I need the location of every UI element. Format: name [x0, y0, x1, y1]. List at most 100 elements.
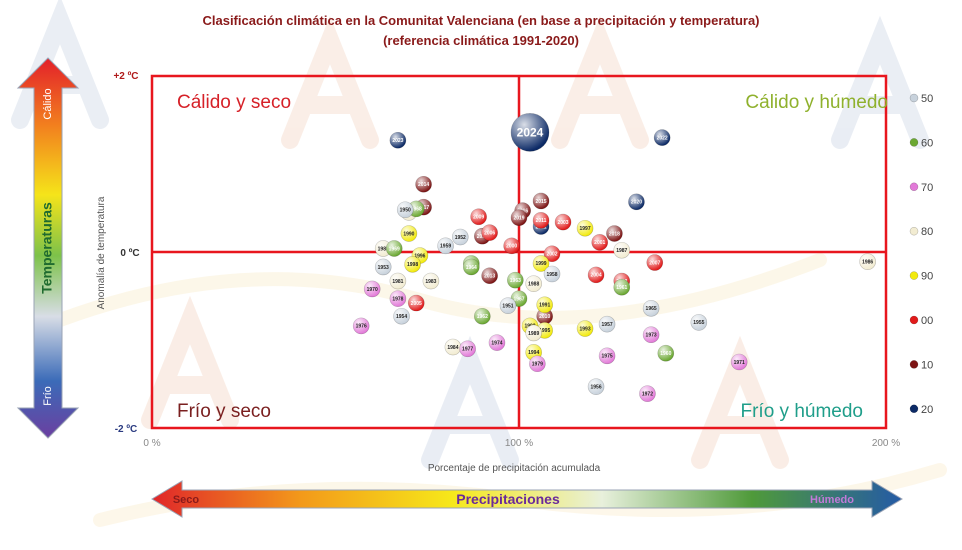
point-gloss-2013 — [481, 267, 498, 284]
point-gloss-1999 — [533, 255, 550, 272]
temperature-bar: Temperaturas Cálido Frío — [16, 57, 80, 439]
point-1999: 1999 — [532, 255, 550, 272]
point-label-1985: 1985 — [378, 246, 389, 252]
point-gloss-2015 — [533, 192, 550, 209]
legend-swatch-10 — [909, 360, 919, 369]
legend-item-20: 20 — [909, 404, 933, 416]
point-gloss-1962 — [474, 308, 491, 325]
quadrant-top-right: Cálido y húmedo — [745, 92, 888, 113]
point-1978: 1978 — [389, 290, 407, 307]
point-label-1988: 1988 — [528, 281, 539, 287]
point-gloss-1960 — [657, 345, 674, 362]
point-label-2022: 2022 — [657, 135, 668, 141]
point-label-1961: 1961 — [616, 285, 627, 291]
point-label-1977: 1977 — [462, 347, 473, 353]
precipitation-bar-dry: Seco — [173, 494, 200, 506]
point-gloss-1973 — [643, 326, 660, 343]
quadrant-bottom-right: Frío y húmedo — [741, 401, 864, 422]
point-label-1957: 1957 — [602, 322, 613, 328]
point-1977: 1977 — [459, 340, 476, 358]
point-gloss-1961 — [613, 279, 630, 296]
point-1957: 1957 — [598, 315, 616, 333]
point-1971: 1971 — [730, 353, 748, 371]
point-gloss-2019 — [511, 209, 527, 226]
point-gloss-2011 — [533, 212, 550, 229]
point-label-1956: 1956 — [591, 384, 602, 390]
point-2013: 2013 — [481, 267, 498, 285]
point-2019: 2019 — [510, 209, 528, 226]
point-gloss-2007 — [646, 254, 663, 271]
point-1985: 1985 — [374, 240, 392, 257]
point-2011: 2011 — [532, 212, 550, 229]
point-gloss-2024 — [511, 113, 550, 152]
point-label-1975: 1975 — [602, 354, 613, 360]
point-2020: 2020 — [628, 193, 645, 211]
point-1979: 1979 — [529, 355, 546, 373]
point-2015: 2015 — [532, 192, 550, 210]
point-label-1989: 1989 — [528, 331, 539, 337]
point-gloss-2004 — [588, 266, 605, 283]
legend-swatch-70 — [909, 182, 919, 192]
legend-item-70: 70 — [909, 182, 933, 194]
point-label-1952: 1952 — [455, 235, 466, 241]
legend-item-90: 90 — [909, 271, 933, 283]
point-gloss-1976 — [353, 317, 370, 334]
point-gloss-2000 — [503, 237, 520, 254]
point-gloss-2002 — [544, 245, 561, 262]
x-tick-100: 100 % — [505, 438, 533, 449]
point-label-1968: 1968 — [411, 207, 422, 213]
point-gloss-1959 — [437, 237, 454, 254]
data-points: 2024202320222020202120142017201520162019… — [352, 113, 876, 402]
point-gloss-1986 — [859, 253, 876, 270]
legend-label-00: 00 — [921, 315, 933, 327]
point-gloss-1978 — [389, 290, 406, 307]
point-2005: 2005 — [407, 294, 425, 312]
point-gloss-1993 — [577, 320, 594, 337]
point-label-1971: 1971 — [734, 360, 745, 366]
point-gloss-2006 — [481, 224, 498, 241]
point-gloss-1950 — [397, 201, 414, 218]
point-2003: 2003 — [554, 213, 572, 231]
point-gloss-1954 — [393, 308, 410, 325]
point-1959: 1959 — [437, 237, 454, 255]
point-gloss-2014 — [415, 176, 432, 193]
point-label-2018: 2018 — [609, 231, 620, 237]
point-1993: 1993 — [576, 320, 594, 337]
legend-item-10: 10 — [909, 359, 933, 371]
point-label-2003: 2003 — [557, 220, 568, 226]
point-label-2006: 2006 — [484, 230, 495, 236]
point-2018: 2018 — [606, 225, 623, 242]
point-1990: 1990 — [400, 225, 418, 242]
point-label-1959: 1959 — [440, 244, 451, 250]
precipitation-bar-label: Precipitaciones — [456, 491, 560, 507]
legend-label-90: 90 — [921, 271, 933, 283]
point-label-1986: 1986 — [862, 259, 873, 265]
point-1986: 1986 — [859, 253, 876, 270]
point-label-1953: 1953 — [378, 265, 389, 271]
point-2004: 2004 — [587, 266, 605, 284]
point-label-2015: 2015 — [535, 199, 546, 205]
point-1960: 1960 — [657, 344, 675, 362]
point-gloss-2023 — [389, 132, 406, 149]
point-label-2001: 2001 — [594, 240, 605, 246]
y-tick-mid: 0 ºC — [120, 248, 139, 259]
chart-subtitle: (referencia climática 1991-2020) — [383, 33, 579, 48]
point-label-2004: 2004 — [591, 273, 602, 279]
point-label-1972: 1972 — [642, 391, 653, 397]
point-1976: 1976 — [352, 317, 370, 335]
y-tick-top: +2 ºC — [113, 71, 138, 82]
legend: 50 60 70 80 90 00 10 20 — [909, 93, 933, 416]
point-gloss-1957 — [599, 316, 616, 333]
point-gloss-1985 — [375, 240, 392, 257]
legend-item-60: 60 — [909, 137, 933, 149]
point-label-1954: 1954 — [396, 314, 407, 320]
point-1970: 1970 — [363, 280, 381, 298]
point-gloss-2005 — [408, 295, 425, 312]
point-2009: 2009 — [470, 208, 487, 226]
point-label-1962: 1962 — [477, 314, 488, 320]
point-1954: 1954 — [393, 307, 410, 325]
point-label-1955: 1955 — [693, 320, 704, 326]
point-gloss-1998 — [404, 256, 421, 273]
point-1950: 1950 — [396, 201, 414, 219]
point-label-2009: 2009 — [473, 215, 484, 221]
